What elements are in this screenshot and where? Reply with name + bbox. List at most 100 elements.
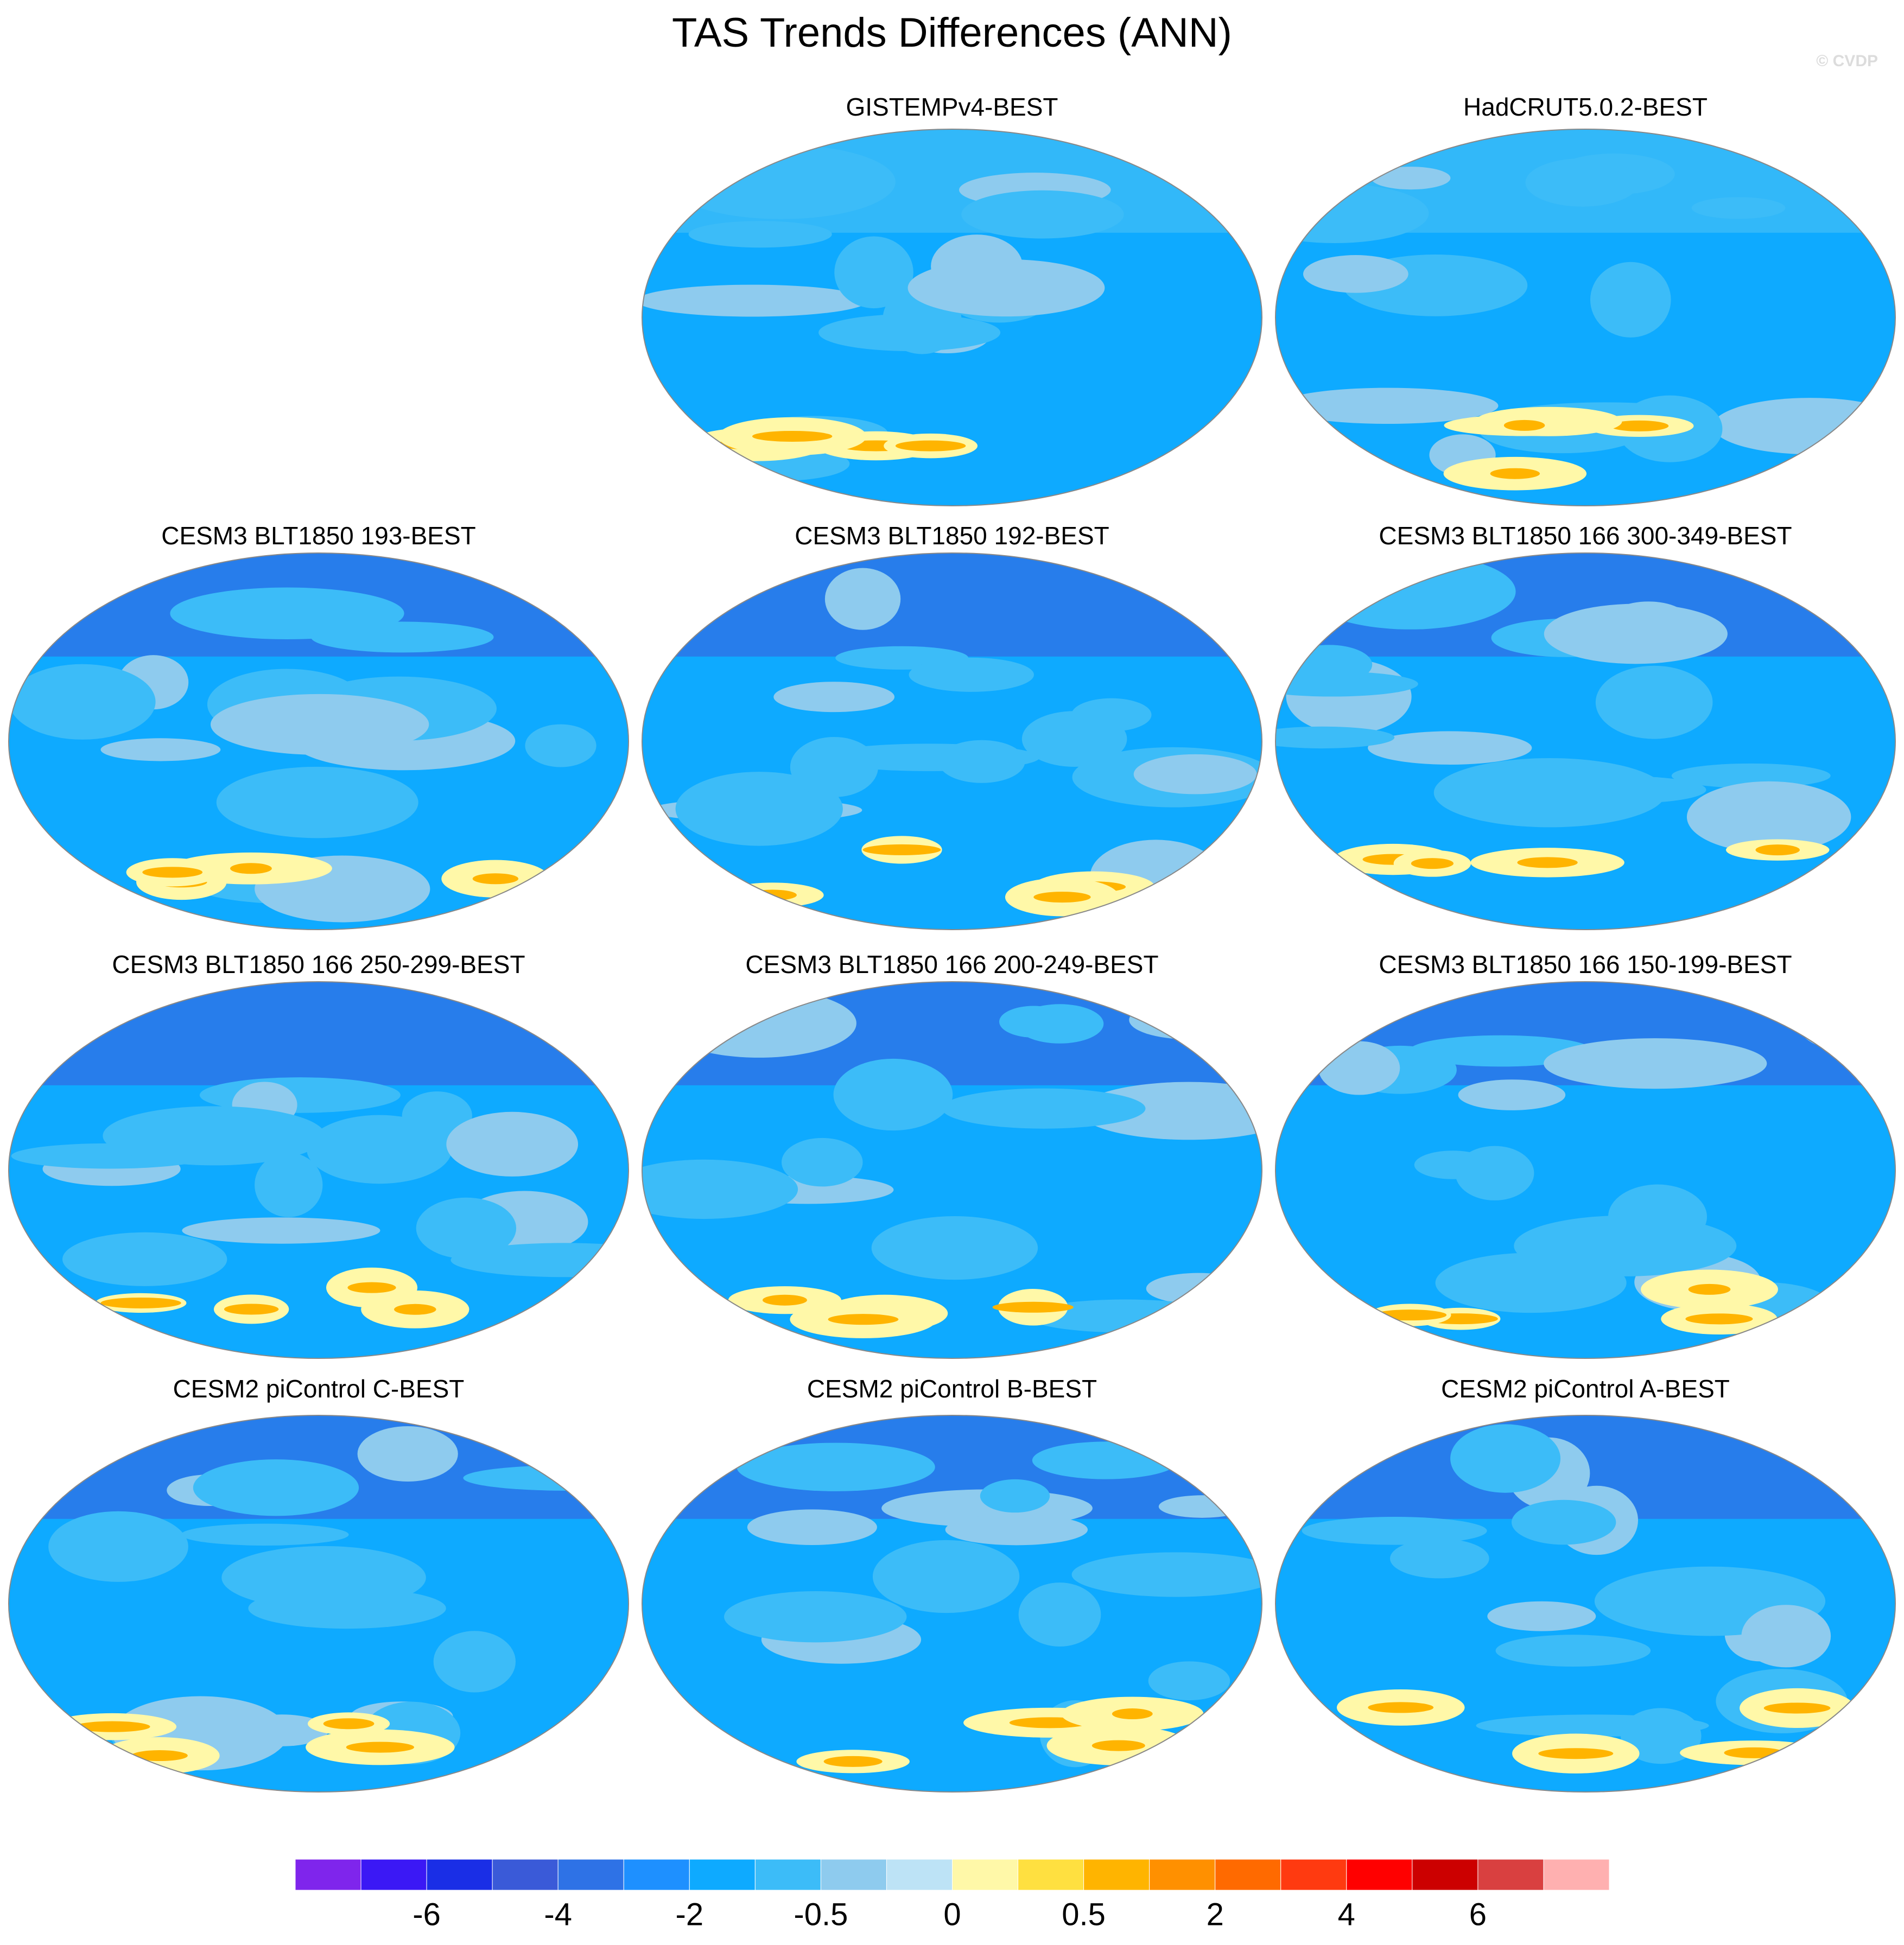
map-region: [1433, 758, 1666, 828]
map-region: [1133, 754, 1257, 794]
map-region: [402, 1091, 472, 1140]
map-region: [1032, 1441, 1179, 1479]
map-region: [1033, 892, 1091, 903]
map: [1275, 553, 1895, 930]
map-region: [255, 1153, 323, 1217]
map-region: [1071, 698, 1152, 732]
map-region: [1686, 781, 1851, 853]
map-region: [525, 724, 596, 767]
colorbar-label: 4: [1338, 1897, 1355, 1932]
map-region: [675, 772, 843, 846]
map-region: [1304, 554, 1516, 630]
map: [642, 553, 1262, 930]
map-region: [1148, 1661, 1230, 1701]
colorbar-swatch: [1018, 1859, 1084, 1891]
map-region: [945, 1514, 1088, 1546]
map-region: [1016, 1004, 1104, 1044]
map-region: [446, 1111, 579, 1177]
map-region: [1091, 1740, 1145, 1751]
map-region: [871, 1216, 1038, 1280]
map-region: [938, 740, 1025, 783]
map-band: [642, 982, 1262, 1085]
map-region: [642, 284, 868, 317]
map-region: [347, 1282, 396, 1293]
map-region: [1450, 1424, 1561, 1493]
map-region: [1544, 1038, 1767, 1089]
colorbar-label: 0: [943, 1897, 961, 1932]
map-region: [909, 657, 1034, 692]
map-region: [1595, 665, 1713, 739]
map-region: [1368, 731, 1532, 765]
map-region: [1458, 1079, 1566, 1110]
map-region: [1071, 1552, 1262, 1597]
map-region: [1763, 1702, 1831, 1714]
map: [1275, 129, 1895, 506]
colorbar-label: 0.5: [1062, 1897, 1106, 1932]
map-region: [1797, 993, 1879, 1050]
map-region: [1490, 468, 1540, 479]
map-region: [942, 1088, 1146, 1129]
map-region: [1373, 1310, 1447, 1321]
colorbar-label: 6: [1469, 1897, 1487, 1932]
map-region: [1671, 763, 1831, 789]
map-region: [1755, 844, 1800, 856]
panel-title: CESM3 BLT1850 192-BEST: [795, 522, 1109, 550]
map: [1275, 982, 1895, 1358]
map-region: [9, 664, 156, 740]
map-region: [1741, 1605, 1831, 1668]
colorbar-swatch: [1543, 1859, 1610, 1891]
map-region: [895, 440, 966, 452]
map-band: [9, 982, 629, 1085]
colorbar-swatch: [492, 1859, 558, 1891]
colorbar-swatch: [623, 1859, 690, 1891]
map-region: [1525, 158, 1639, 207]
map-outline: [642, 981, 1262, 1359]
map-outline: [642, 1415, 1262, 1793]
colorbar-swatch: [1477, 1859, 1544, 1891]
map-region: [1685, 1313, 1753, 1325]
panel-title: CESM3 BLT1850 166 150-199-BEST: [1379, 950, 1792, 978]
map-region: [747, 1509, 877, 1545]
panel-title: CESM3 BLT1850 193-BEST: [161, 522, 476, 550]
map-region: [961, 190, 1124, 239]
map-region: [100, 1297, 181, 1308]
map-region: [1512, 1499, 1616, 1545]
colorbar-label: -6: [412, 1897, 441, 1932]
panel-title: CESM2 piControl B-BEST: [807, 1375, 1097, 1403]
colorbar-swatch: [754, 1859, 821, 1891]
map-region: [1018, 1582, 1101, 1647]
map-region: [416, 1197, 517, 1259]
map: [642, 982, 1262, 1358]
map-outline: [642, 552, 1262, 930]
colorbar-swatch: [1280, 1859, 1347, 1891]
map-region: [823, 1756, 883, 1767]
map-region: [1590, 262, 1671, 338]
map-region: [463, 1465, 629, 1491]
map-region: [1303, 255, 1408, 293]
map-region: [62, 1232, 227, 1286]
colorbar-swatch: [1346, 1859, 1413, 1891]
colorbar-swatch: [557, 1859, 624, 1891]
map-region: [323, 1718, 375, 1730]
colorbar-swatch: [886, 1859, 953, 1891]
map: [9, 982, 629, 1358]
map-region: [1503, 419, 1545, 431]
map-region: [357, 1426, 458, 1482]
panel-title: GISTEMPv4-BEST: [846, 93, 1058, 121]
map: [642, 1415, 1262, 1792]
map-region: [100, 738, 221, 761]
panel-title: CESM3 BLT1850 166 300-349-BEST: [1379, 522, 1792, 550]
map-outline: [8, 1415, 629, 1793]
map: [9, 553, 629, 930]
map-region: [48, 1511, 188, 1582]
map-region: [346, 1741, 415, 1753]
figure-title: TAS Trends Differences (ANN): [672, 10, 1232, 56]
map-region: [724, 1591, 907, 1643]
map-region: [907, 259, 1105, 317]
colorbar-swatch: [689, 1859, 756, 1891]
panel-title: HadCRUT5.0.2-BEST: [1463, 93, 1708, 121]
map-region: [74, 1721, 150, 1732]
map-region: [828, 1314, 899, 1325]
map-region: [824, 568, 901, 630]
map-region: [310, 621, 494, 653]
